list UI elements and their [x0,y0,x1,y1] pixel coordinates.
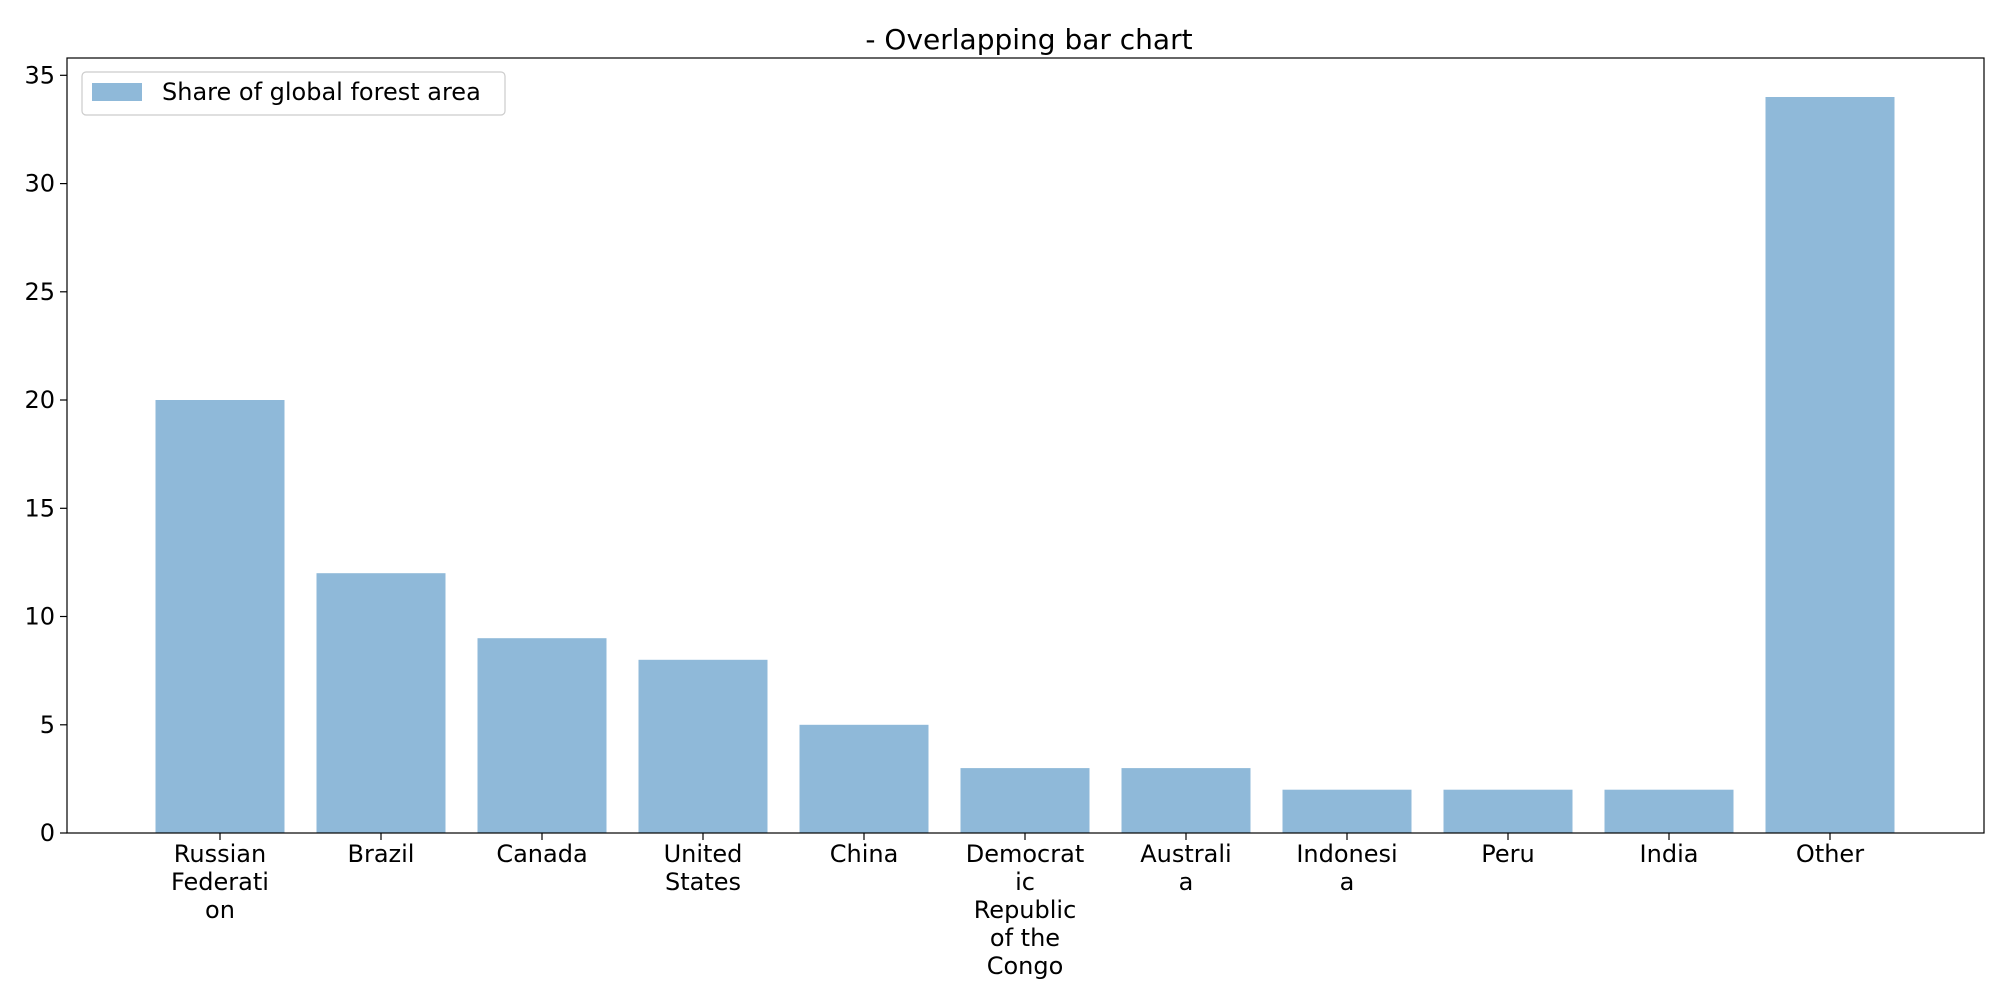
bar-5 [960,768,1090,833]
bar-0 [155,400,285,833]
bar-4 [799,724,929,833]
y-tick-label-0: 0 [40,819,55,847]
x-tick-label-1: Brazil [348,840,415,868]
y-tick-label-5: 25 [24,278,55,306]
y-tick-label-3: 15 [24,494,55,522]
y-tick-label-2: 10 [24,603,55,631]
bars-layer [155,97,1895,833]
x-tick-label-5: Democrat ic Republic of the Congo [966,840,1085,980]
legend-box [81,71,506,116]
x-tick-label-7: Indonesi a [1296,840,1397,896]
chart-title: - Overlapping bar chart [865,23,1192,56]
y-tick-label-7: 35 [24,61,55,89]
y-tick-label-6: 30 [24,170,55,198]
bar-6 [1121,768,1251,833]
bar-8 [1443,789,1573,833]
bar-9 [1604,789,1734,833]
bar-2 [477,638,607,833]
x-tick-label-10: Other [1796,840,1864,868]
legend-swatch [92,83,142,101]
x-axis: Russian Federati on Brazil Canada United State… [171,833,1864,980]
bar-1 [316,573,446,833]
bar-3 [638,659,768,833]
y-tick-label-4: 20 [24,386,55,414]
x-tick-label-0: Russian Federati on [171,840,269,924]
y-tick-label-1: 5 [40,711,55,739]
x-tick-label-4: China [830,840,899,868]
x-tick-label-2: Canada [496,840,587,868]
legend: Share of global forest area [81,71,506,116]
x-tick-label-6: Australi a [1140,840,1231,896]
y-axis: 0 5 10 15 20 25 30 35 [24,61,67,847]
bar-7 [1282,789,1412,833]
legend-label: Share of global forest area [162,78,481,106]
x-tick-label-9: India [1640,840,1699,868]
bar-10 [1765,97,1895,833]
x-tick-label-8: Peru [1481,840,1534,868]
x-tick-label-3: United States [664,840,743,896]
